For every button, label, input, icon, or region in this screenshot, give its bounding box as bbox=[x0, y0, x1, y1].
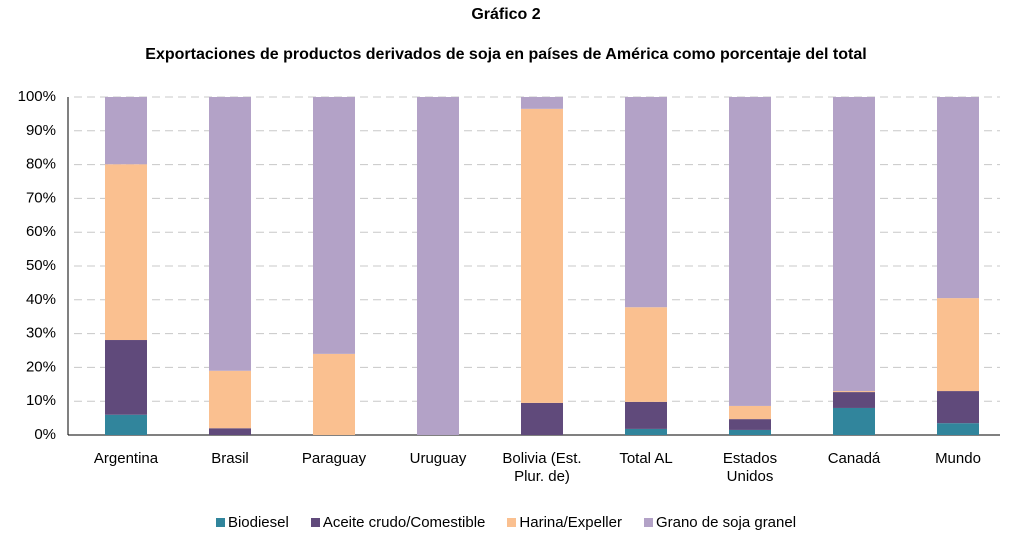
bar-segment bbox=[729, 419, 771, 430]
y-tick-label: 10% bbox=[26, 392, 56, 409]
bar-segment bbox=[729, 405, 771, 420]
x-tick-label: Uruguay bbox=[409, 450, 467, 467]
legend-label: Harina/Expeller bbox=[519, 514, 622, 531]
bar-segment bbox=[937, 391, 979, 424]
bar-segment bbox=[209, 97, 251, 371]
x-tick-label: Bolivia (Est. Plur. de) bbox=[502, 450, 582, 485]
legend-swatch bbox=[507, 518, 517, 527]
bar-segment bbox=[833, 392, 875, 408]
y-tick-label: 50% bbox=[26, 257, 56, 274]
y-tick-label: 60% bbox=[26, 223, 56, 240]
legend-swatch bbox=[215, 518, 225, 527]
legend-label: Biodiesel bbox=[227, 514, 289, 531]
chart-title: Gráfico 2 bbox=[471, 6, 540, 23]
x-tick-label: Brasil bbox=[211, 450, 249, 467]
bar-segment bbox=[729, 429, 771, 435]
bar-segment bbox=[833, 391, 875, 393]
legend-item: Grano de soja granel bbox=[643, 514, 797, 531]
bar-segment bbox=[625, 401, 667, 429]
x-tick-label: Argentina bbox=[93, 450, 159, 467]
legend-label: Aceite crudo/Comestible bbox=[322, 514, 486, 531]
y-tick-label: 80% bbox=[26, 156, 56, 173]
x-tick-label: Paraguay bbox=[301, 450, 367, 467]
legend: Biodiesel Aceite crudo/Comestible Harina/E… bbox=[0, 514, 1012, 531]
bar-segment bbox=[937, 423, 979, 435]
y-tick-label: 70% bbox=[26, 189, 56, 206]
bar-segment bbox=[937, 298, 979, 392]
y-tick-label: 20% bbox=[26, 358, 56, 375]
bar-segment bbox=[625, 307, 667, 402]
bar-segment bbox=[105, 340, 147, 415]
bar-segment bbox=[521, 402, 563, 435]
bar-segment bbox=[105, 414, 147, 435]
legend-label: Grano de soja granel bbox=[655, 514, 797, 531]
bar-segment bbox=[521, 97, 563, 109]
bar-segment bbox=[729, 97, 771, 406]
x-tick-label: Total AL bbox=[619, 450, 673, 467]
legend-swatch bbox=[643, 518, 653, 527]
y-tick-label: 0% bbox=[34, 426, 56, 443]
bar-segment bbox=[833, 97, 875, 392]
bar-segment bbox=[313, 353, 355, 435]
bar-segment bbox=[521, 108, 563, 403]
bar-segment bbox=[417, 97, 459, 435]
x-tick-label: Mundo bbox=[935, 450, 981, 467]
x-tick-label: Estados Unidos bbox=[722, 450, 778, 485]
legend-swatch bbox=[310, 518, 320, 527]
bar-segment bbox=[625, 97, 667, 308]
legend-item: Harina/Expeller bbox=[507, 514, 622, 531]
bar-segment bbox=[209, 428, 251, 435]
bar-segment bbox=[313, 97, 355, 354]
bar-segment bbox=[105, 97, 147, 165]
chart-subtitle: Exportaciones de productos derivados de … bbox=[145, 46, 866, 63]
y-tick-label: 90% bbox=[26, 122, 56, 139]
x-tick-label: Canadá bbox=[827, 450, 881, 467]
bar-segment bbox=[105, 164, 147, 341]
y-tick-label: 40% bbox=[26, 291, 56, 308]
bar-segment bbox=[937, 97, 979, 299]
y-tick-label: 100% bbox=[18, 88, 56, 105]
legend-item: Aceite crudo/Comestible bbox=[310, 514, 486, 531]
bar-segment bbox=[833, 407, 875, 435]
bar-segment bbox=[209, 370, 251, 429]
legend-item: Biodiesel bbox=[215, 514, 289, 531]
bar-segment bbox=[625, 428, 667, 435]
y-tick-label: 30% bbox=[26, 325, 56, 342]
